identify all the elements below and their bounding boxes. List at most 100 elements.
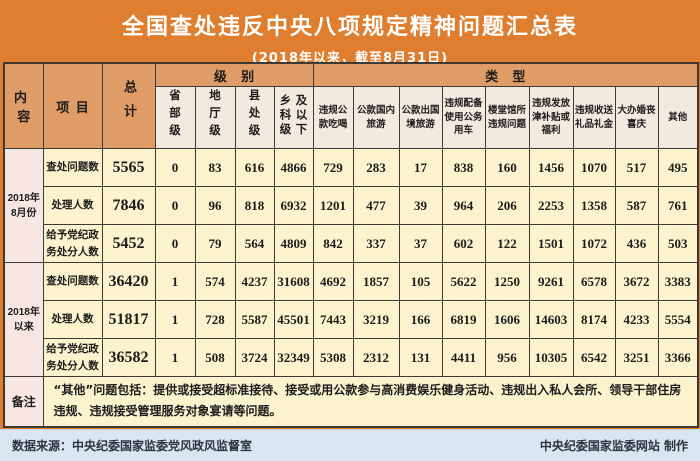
- data-value: 1250: [484, 262, 530, 301]
- data-value: 160: [484, 148, 530, 187]
- data-value: 5587: [234, 300, 275, 339]
- table-row: 2018年 以来 查处问题数 36420 1 574 4237 31608 4692 1857 1…: [3, 262, 699, 377]
- table-row: 2018年 8月份 查处问题数 5565 0 83 616 4866 729 283 17 838 1…: [3, 148, 699, 263]
- data-value: 4411: [441, 338, 486, 377]
- data-value: 8174: [572, 300, 616, 339]
- data-value: 7443: [312, 300, 354, 339]
- data-value: 729: [312, 148, 354, 187]
- data-value: 517: [614, 148, 659, 187]
- data-value: 337: [352, 224, 400, 263]
- data-value: 1070: [572, 148, 616, 187]
- data-value: 0: [154, 186, 196, 225]
- data-value: 105: [398, 262, 443, 301]
- remark-row: 备注 “其他”问题包括：提供或接受超标准接待、接受或用公款参与高消费娱乐健身活动…: [3, 376, 699, 427]
- data-value: 3366: [657, 338, 699, 377]
- data-value: 3219: [352, 300, 400, 339]
- data-value: 1: [154, 338, 196, 377]
- table-row: 处理人数 7846 0 96 818 6932 1201 477 39 964 206 2253 135…: [4, 186, 699, 225]
- data-value: 96: [194, 186, 236, 225]
- table-row: 处理人数 51817 1 728 5587 45501 7443 3219 166 6819 160…: [4, 300, 699, 339]
- summary-table: 内容 项目 总计 级别 类型 省部级 地厅级 县处级 乡科级及以下 违规公款吃喝 公款国内…: [3, 62, 700, 428]
- data-value: 5308: [312, 338, 354, 377]
- level-header-label: 地厅级: [208, 89, 222, 142]
- total-value: 5565: [101, 148, 156, 187]
- header-group-type-label: 类型: [485, 69, 540, 85]
- data-value: 4866: [273, 148, 314, 187]
- footer-credit: 中央纪委国家监委网站 制作: [539, 439, 688, 453]
- row-label: 给予党纪政务处分人数: [42, 338, 103, 377]
- period-cell-0: 2018年 8月份: [3, 148, 44, 263]
- data-value: 503: [657, 224, 699, 263]
- data-value: 37: [398, 224, 443, 263]
- total-value: 36420: [101, 262, 156, 301]
- total-value: 51817: [101, 300, 156, 339]
- data-value: 5554: [657, 300, 699, 339]
- data-value: 6819: [441, 300, 486, 339]
- header-group-type: 类型: [312, 62, 699, 87]
- type-header-2: 公款出国境旅游: [398, 86, 443, 149]
- header-total: 总计: [101, 62, 156, 149]
- data-value: 1: [154, 262, 196, 301]
- data-value: 32349: [273, 338, 314, 377]
- data-value: 6578: [572, 262, 616, 301]
- level-header-1: 地厅级: [194, 86, 236, 149]
- level-header-label: 乡科级及以下: [278, 93, 309, 138]
- data-value: 4237: [234, 262, 275, 301]
- level-header-3: 乡科级及以下: [273, 86, 314, 149]
- data-value: 3724: [234, 338, 275, 377]
- data-value: 477: [352, 186, 400, 225]
- data-value: 1606: [484, 300, 530, 339]
- data-value: 616: [234, 148, 275, 187]
- data-value: 436: [614, 224, 659, 263]
- data-value: 842: [312, 224, 354, 263]
- data-value: 1072: [572, 224, 616, 263]
- type-header-3: 违规配备使用公务用车: [441, 86, 486, 149]
- data-value: 3383: [657, 262, 699, 301]
- data-value: 283: [352, 148, 400, 187]
- data-value: 838: [441, 148, 486, 187]
- type-header-0: 违规公款吃喝: [312, 86, 354, 149]
- data-value: 5622: [441, 262, 486, 301]
- type-header-5: 违规发放津补贴或福利: [528, 86, 574, 149]
- data-value: 0: [154, 224, 196, 263]
- type-header-8: 其他: [657, 86, 699, 149]
- header-content: 内容: [3, 62, 44, 149]
- type-header-6: 违规收送礼品礼金: [572, 86, 616, 149]
- data-value: 45501: [273, 300, 314, 339]
- table-row: 给予党纪政务处分人数 5452 0 79 564 4809 842 337 37 602 122 15…: [4, 224, 699, 263]
- data-value: 508: [194, 338, 236, 377]
- level-header-label: 县处级: [247, 89, 262, 142]
- header-item-label: 项目: [56, 100, 96, 116]
- total-value: 36582: [101, 338, 156, 377]
- header-group-level: 级别: [154, 62, 314, 87]
- data-value: 9261: [528, 262, 574, 301]
- table-row: 给予党纪政务处分人数 36582 1 508 3724 32349 5308 2312 131 4…: [4, 338, 699, 377]
- data-value: 2253: [528, 186, 574, 225]
- data-value: 0: [154, 148, 196, 187]
- data-value: 79: [194, 224, 236, 263]
- type-header-7: 大办婚丧喜庆: [614, 86, 659, 149]
- footer-bar: 数据来源：中央纪委国家监委党风政风监督室 中央纪委国家监委网站 制作: [0, 429, 700, 461]
- row-label: 查处问题数: [42, 148, 103, 187]
- data-value: 956: [484, 338, 530, 377]
- data-value: 10305: [528, 338, 574, 377]
- total-value: 5452: [101, 224, 156, 263]
- data-value: 574: [194, 262, 236, 301]
- data-value: 17: [398, 148, 443, 187]
- data-value: 6932: [273, 186, 314, 225]
- data-value: 3251: [614, 338, 659, 377]
- data-value: 3672: [614, 262, 659, 301]
- data-value: 1857: [352, 262, 400, 301]
- data-value: 1456: [528, 148, 574, 187]
- header-content-label: 内容: [13, 91, 37, 125]
- level-header-2: 县处级: [234, 86, 275, 149]
- type-header-4: 楼堂馆所违规问题: [484, 86, 530, 149]
- data-value: 1201: [312, 186, 354, 225]
- row-label: 处理人数: [42, 300, 103, 339]
- data-value: 4809: [273, 224, 314, 263]
- level-header-label: 省部级: [168, 89, 182, 142]
- data-value: 39: [398, 186, 443, 225]
- data-value: 122: [484, 224, 530, 263]
- header-item: 项目: [42, 62, 103, 149]
